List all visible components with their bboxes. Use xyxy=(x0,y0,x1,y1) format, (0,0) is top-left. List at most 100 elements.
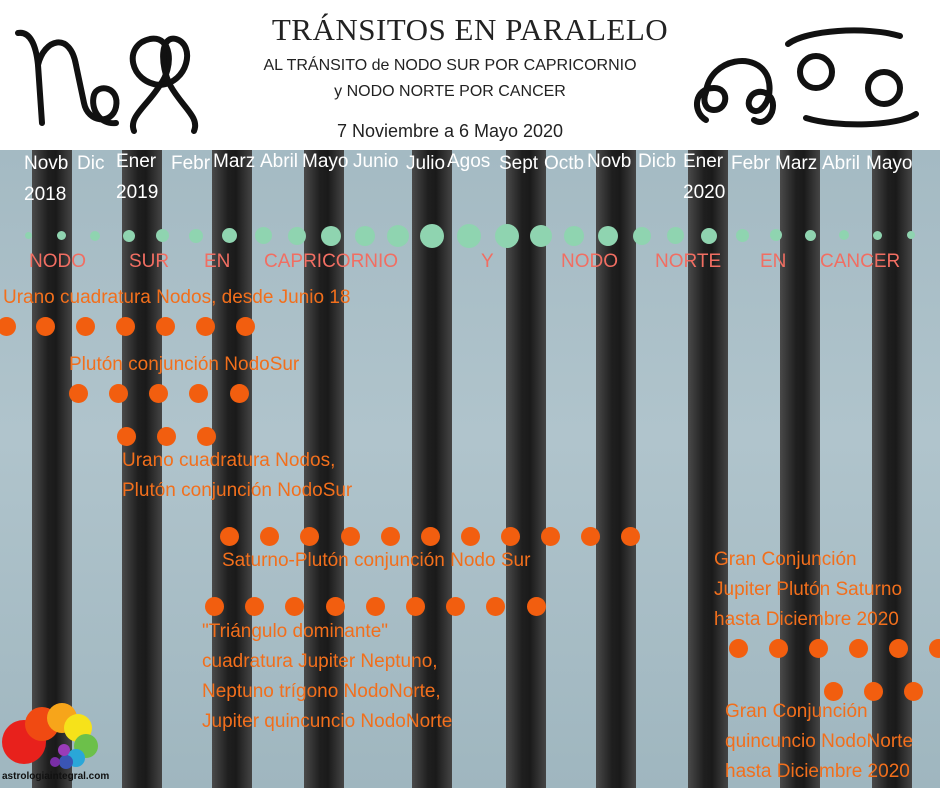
transit-dot xyxy=(196,317,215,336)
note-line: Urano cuadratura Nodos, xyxy=(122,450,336,471)
transit-dot xyxy=(189,384,208,403)
note-line: cuadratura Jupiter Neptuno, xyxy=(202,651,438,672)
note-line: "Triángulo dominante" xyxy=(202,621,389,642)
node-dot xyxy=(736,229,749,242)
north-node-and-cancer-glyph xyxy=(694,27,919,128)
node-dot xyxy=(667,227,684,244)
stripe xyxy=(506,150,546,788)
node-dot xyxy=(564,226,584,246)
note-gran-conjuncion: Gran Conjunción Jupiter Plutón Saturno h… xyxy=(714,545,902,635)
header xyxy=(0,0,940,150)
node-dot xyxy=(633,227,651,245)
month-label: Novb xyxy=(587,151,632,172)
transit-dot xyxy=(76,317,95,336)
transit-dot xyxy=(381,527,400,546)
node-dot xyxy=(770,229,782,241)
transit-dot xyxy=(929,639,940,658)
note-pluton-conjuncion: Plutón conjunción NodoSur xyxy=(69,354,300,375)
node-dot xyxy=(839,230,849,240)
month-label: Julio xyxy=(406,153,446,174)
node-word: CAPRICORNIO xyxy=(264,251,399,272)
note-line: Gran Conjunción xyxy=(714,549,857,570)
note-urano-cuadratura: Urano cuadratura Nodos, desde Junio 18 xyxy=(3,287,351,308)
month-label: Dic xyxy=(77,153,105,174)
transit-dot xyxy=(157,427,176,446)
transit-dot xyxy=(149,384,168,403)
transit-dot xyxy=(220,527,239,546)
note-urano-pluton: Urano cuadratura Nodos, Plutón conjunció… xyxy=(122,446,352,506)
note-line: Gran Conjunción xyxy=(725,701,868,722)
transit-dot xyxy=(541,527,560,546)
transit-dot xyxy=(326,597,345,616)
node-dot xyxy=(457,224,481,248)
month-label: Febr xyxy=(171,153,211,174)
transit-dot xyxy=(236,317,255,336)
transit-dot xyxy=(849,639,868,658)
node-dot xyxy=(355,226,375,246)
stripe xyxy=(688,150,728,788)
note-gran-conjuncion-quincuncio: Gran Conjunción quincuncio NodoNorte has… xyxy=(725,697,913,787)
node-word: NORTE xyxy=(655,251,722,272)
node-word: Y xyxy=(481,251,494,272)
month-label: Sept xyxy=(499,153,539,174)
node-word: NODO xyxy=(561,251,618,272)
stripe xyxy=(32,150,72,788)
stripe xyxy=(412,150,452,788)
note-line: hasta Diciembre 2020 xyxy=(725,761,910,782)
transit-dot xyxy=(245,597,264,616)
transit-dot xyxy=(769,639,788,658)
month-label: Junio xyxy=(353,151,399,172)
node-dot xyxy=(222,228,237,243)
node-dot xyxy=(321,226,341,246)
stripe xyxy=(122,150,162,788)
transit-dot xyxy=(341,527,360,546)
stripe xyxy=(872,150,912,788)
transit-dot xyxy=(581,527,600,546)
stripe xyxy=(304,150,344,788)
stripe xyxy=(596,150,636,788)
note-line: Plutón conjunción NodoSur xyxy=(122,480,353,501)
note-line: quincuncio NodoNorte xyxy=(725,731,914,752)
node-dot xyxy=(907,231,915,239)
node-dot xyxy=(57,231,66,240)
transit-dot xyxy=(109,384,128,403)
transit-dot xyxy=(156,317,175,336)
node-word: NODO xyxy=(29,251,86,272)
logo-text: astrologiaintegral.com xyxy=(2,771,110,782)
node-word: EN xyxy=(760,251,787,272)
month-label: Novb 2018 xyxy=(24,153,69,205)
node-dot xyxy=(495,224,519,248)
node-word: CANCER xyxy=(820,251,901,272)
transit-dot xyxy=(527,597,546,616)
transit-dot xyxy=(889,639,908,658)
transit-dot xyxy=(621,527,640,546)
transit-dot xyxy=(0,317,16,336)
transit-dot xyxy=(406,597,425,616)
note-line: Jupiter quincuncio NodoNorte xyxy=(202,711,453,732)
transit-dot xyxy=(205,597,224,616)
subtitle-line-1: AL TRÁNSITO de NODO SUR POR CAPRICORNIO xyxy=(263,57,637,74)
colored-circles-logo xyxy=(2,703,98,769)
capricorn-and-south-node-glyph xyxy=(15,29,199,134)
timeline-board xyxy=(0,150,940,788)
transit-dot xyxy=(486,597,505,616)
stripe xyxy=(212,150,252,788)
node-dot xyxy=(805,230,816,241)
transit-dot xyxy=(904,682,923,701)
transit-dot xyxy=(366,597,385,616)
note-line: Neptuno trígono NodoNorte, xyxy=(202,681,441,702)
transit-dot xyxy=(285,597,304,616)
node-dot xyxy=(123,230,135,242)
note-saturno-pluton: Saturno-Plutón conjunción Nodo Sur xyxy=(222,550,531,571)
month-label: Ener 2020 xyxy=(683,151,726,203)
month-label: Octb xyxy=(544,153,585,174)
node-dot xyxy=(598,226,618,246)
month-label: Agos xyxy=(447,151,491,172)
node-dot xyxy=(90,231,100,241)
transit-dot xyxy=(501,527,520,546)
transit-dot xyxy=(117,427,136,446)
note-line: Jupiter Plutón Saturno xyxy=(714,579,903,600)
note-triangulo-dominante: "Triángulo dominante" cuadratura Jupiter… xyxy=(202,617,452,737)
transit-dot xyxy=(461,527,480,546)
node-dot xyxy=(873,231,882,240)
